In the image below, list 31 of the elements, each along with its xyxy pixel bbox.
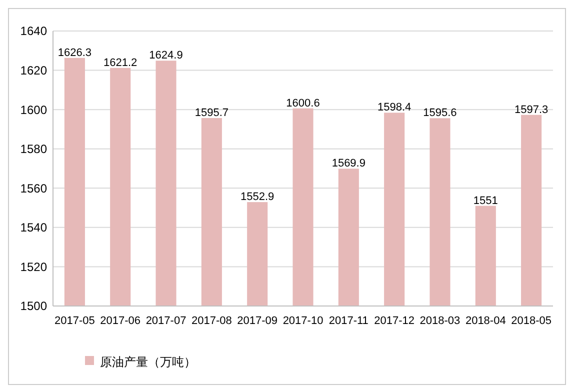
data-label: 1600.6 (286, 97, 320, 110)
y-tick-label: 1620 (20, 63, 48, 78)
data-label: 1569.9 (332, 158, 366, 170)
x-tick-label: 2017-05 (54, 315, 95, 327)
x-tick-label: 2017-10 (282, 315, 324, 327)
y-tick-label: 1600 (20, 102, 48, 117)
y-tick-label: 1560 (20, 181, 48, 196)
x-tick-label: 2017-12 (374, 315, 415, 327)
data-label: 1595.7 (194, 107, 229, 120)
data-label: 1624.9 (149, 50, 183, 62)
data-label: 1621.2 (104, 56, 138, 69)
x-tick-label: 2017-06 (100, 315, 141, 327)
y-tick-label: 1640 (20, 24, 48, 38)
y-tick-label: 1500 (20, 299, 48, 314)
y-tick-label: 1520 (20, 260, 48, 274)
data-label: 1626.3 (58, 46, 92, 59)
x-tick-label: 2018-05 (511, 315, 552, 327)
x-tick-label: 2017-09 (237, 315, 278, 327)
x-tick-label: 2018-03 (420, 315, 460, 327)
x-tick-label: 2017-08 (191, 315, 232, 327)
x-tick-label: 2017-07 (146, 315, 186, 327)
data-label: 1598.4 (377, 102, 412, 114)
y-tick-label: 1540 (20, 220, 48, 235)
data-label: 1597.3 (514, 104, 548, 116)
x-tick-label: 2018-04 (465, 315, 506, 327)
x-tick-label: 2017-11 (328, 315, 368, 327)
data-label: 1595.6 (423, 107, 457, 120)
y-tick-label: 1580 (20, 142, 48, 156)
data-label: 1552.9 (240, 191, 274, 204)
data-label: 1551 (473, 194, 498, 207)
legend-label: 原油产量（万吨） (100, 355, 196, 370)
